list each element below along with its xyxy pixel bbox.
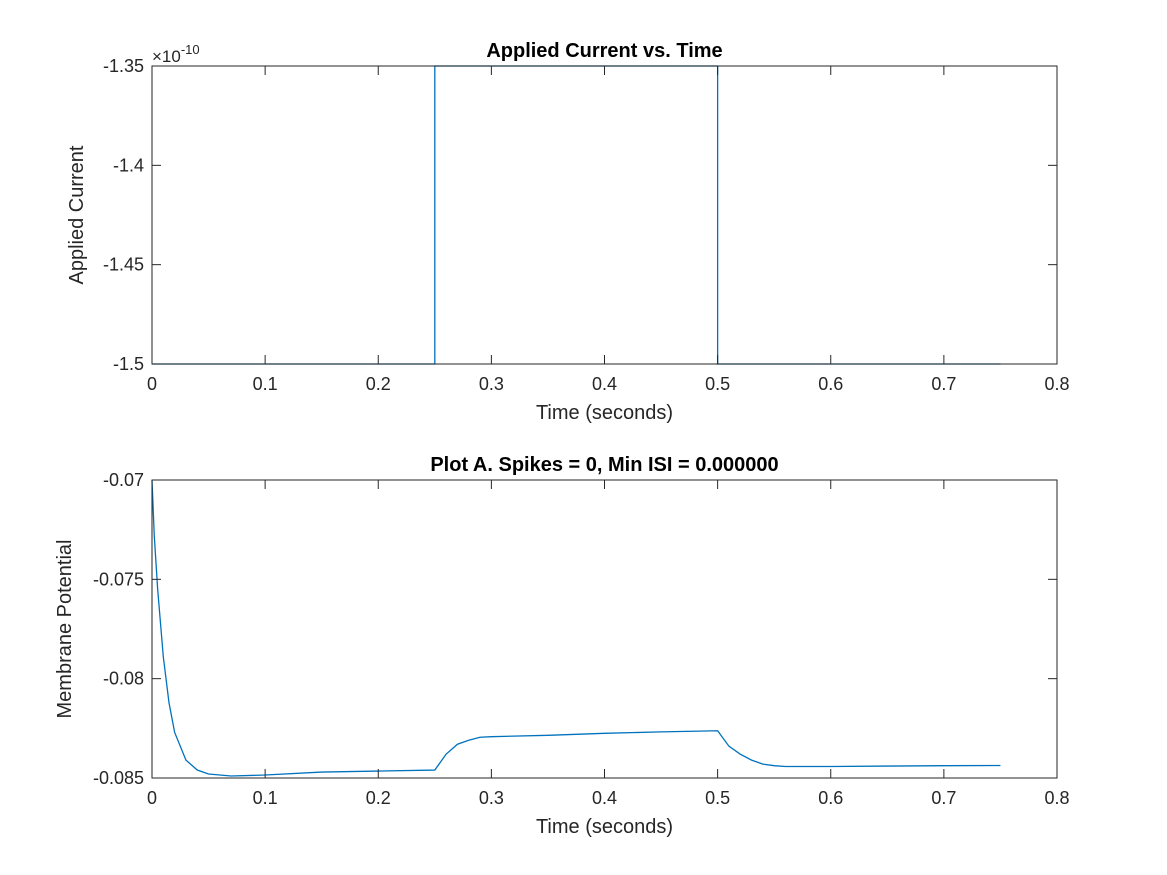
chart-1-series-0-line bbox=[151, 479, 1001, 777]
chart-1-xlabel: Time (seconds) bbox=[536, 816, 673, 838]
applied-current-axes: 0 0.1 0.2 0.3 0.4 0.5 0.6 0.7 0.8 -1.5 -1.45 -1.4 -1… bbox=[66, 40, 1070, 424]
chart-1-xtick-label: 0.1 bbox=[253, 788, 278, 808]
chart-0-xlabel: Time (seconds) bbox=[536, 402, 673, 424]
chart-1-xtick-label: 0.5 bbox=[705, 788, 730, 808]
chart-1-xtick-label: 0.4 bbox=[592, 788, 617, 808]
chart-0-xtick-label: 0.8 bbox=[1044, 374, 1069, 394]
chart-1-xtick-label: 0.2 bbox=[366, 788, 391, 808]
chart-0-ytick-label: -1.4 bbox=[113, 155, 144, 175]
chart-0-y-exponent: ×10-10 bbox=[152, 42, 200, 66]
chart-1-ytick-label: -0.085 bbox=[93, 768, 144, 788]
chart-0-ylabel: Applied Current bbox=[66, 145, 88, 284]
chart-1-ytick-label: -0.075 bbox=[93, 569, 144, 589]
chart-1-xtick-label: 0.3 bbox=[479, 788, 504, 808]
chart-0-xtick-label: 0.5 bbox=[705, 374, 730, 394]
chart-0-axes-box bbox=[151, 65, 1058, 365]
membrane-potential-axes: 0 0.1 0.2 0.3 0.4 0.5 0.6 0.7 0.8 -0.085 -0.08 -0.0… bbox=[54, 454, 1070, 838]
chart-1-title: Plot A. Spikes = 0, Min ISI = 0.000000 bbox=[430, 454, 778, 476]
chart-1-xtick-label: 0.7 bbox=[931, 788, 956, 808]
chart-1-ylabel: Membrane Potential bbox=[54, 540, 76, 719]
chart-1-ytick-label: -0.07 bbox=[103, 470, 144, 490]
chart-0-xtick-label: 0.4 bbox=[592, 374, 617, 394]
chart-0-series-0-line bbox=[152, 65, 1001, 365]
chart-0-xtick-label: 0.3 bbox=[479, 374, 504, 394]
chart-1-xtick-label: 0.8 bbox=[1044, 788, 1069, 808]
chart-1-ytick-label: -0.08 bbox=[103, 669, 144, 689]
chart-0-xtick-label: 0 bbox=[147, 374, 157, 394]
chart-0-xtick-label: 0.1 bbox=[253, 374, 278, 394]
chart-1-xtick-label: 0.6 bbox=[818, 788, 843, 808]
chart-0-ytick-label: -1.5 bbox=[113, 354, 144, 374]
chart-0-ytick-label: -1.35 bbox=[103, 56, 144, 76]
chart-0-ytick-label: -1.45 bbox=[103, 255, 144, 275]
chart-1-xtick-label: 0 bbox=[147, 788, 157, 808]
chart-0-xtick-label: 0.7 bbox=[931, 374, 956, 394]
chart-0-xtick-label: 0.2 bbox=[366, 374, 391, 394]
chart-0-xtick-label: 0.6 bbox=[818, 374, 843, 394]
chart-0-title: Applied Current vs. Time bbox=[486, 40, 722, 62]
